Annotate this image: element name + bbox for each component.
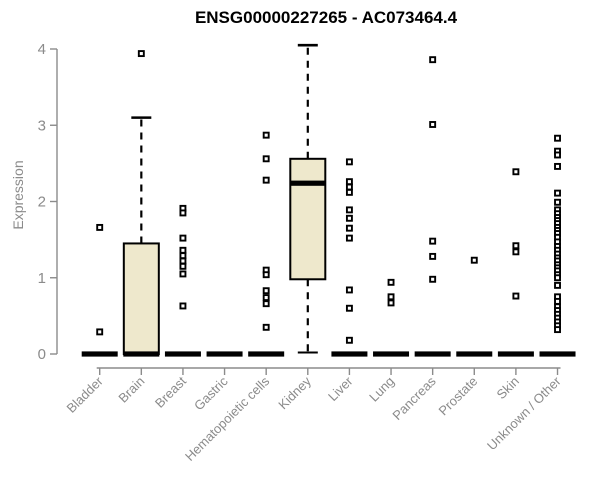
- outlier-point: [179, 302, 187, 310]
- median-bar: [289, 180, 326, 186]
- iqr-box: [122, 242, 160, 355]
- median-bar: [539, 351, 576, 357]
- x-tick-label: Brain: [115, 374, 147, 406]
- x-tick-label: Bladder: [64, 373, 107, 416]
- outlier-point: [345, 183, 353, 191]
- outlier-point: [554, 326, 561, 334]
- outlier-point: [179, 209, 187, 217]
- y-tick-label: 2: [38, 194, 46, 211]
- median-bar: [81, 351, 118, 357]
- outlier-point: [179, 257, 187, 265]
- boxplot-group-liver: [331, 158, 368, 357]
- boxplot-group-breast: [164, 204, 201, 357]
- median-bar: [123, 351, 160, 357]
- outlier-point: [387, 278, 395, 286]
- x-tick-label: Kidney: [275, 373, 314, 412]
- median-bar: [248, 351, 285, 357]
- outlier-point: [429, 275, 437, 283]
- x-tick-label: Prostate: [436, 374, 481, 419]
- boxplot-group-bladder: [81, 223, 118, 357]
- y-tick-label: 0: [38, 346, 46, 363]
- boxplot-group-unknown-other: [539, 134, 576, 357]
- y-tick-label: 4: [38, 41, 46, 58]
- outlier-point: [554, 281, 561, 289]
- outlier-point: [554, 189, 561, 197]
- outlier-point: [554, 162, 561, 170]
- outlier-point: [512, 248, 520, 256]
- outlier-point: [96, 223, 104, 231]
- outlier-point: [262, 155, 270, 163]
- outlier-point: [387, 293, 395, 301]
- x-tick-label: Skin: [494, 374, 522, 402]
- outlier-point: [429, 56, 437, 64]
- outlier-point: [554, 151, 561, 159]
- outlier-point: [179, 270, 187, 278]
- median-bar: [497, 351, 534, 357]
- outlier-point: [554, 198, 561, 206]
- outlier-point: [554, 274, 561, 282]
- outlier-point: [262, 287, 270, 295]
- y-tick-label: 1: [38, 270, 46, 287]
- x-tick-label: Gastric: [191, 373, 231, 413]
- outlier-point: [387, 299, 395, 307]
- outlier-point: [262, 294, 270, 302]
- outlier-point: [512, 242, 520, 250]
- boxplot-group-pancreas: [414, 56, 451, 357]
- outlier-point: [262, 271, 270, 279]
- outlier-point: [179, 246, 187, 254]
- outlier-point: [429, 121, 437, 128]
- outlier-point: [345, 178, 353, 186]
- outlier-point: [429, 252, 437, 260]
- outlier-point: [179, 234, 187, 242]
- outlier-point: [554, 297, 561, 305]
- outlier-point: [554, 134, 561, 142]
- boxplot-group-hematopoietic-cells: [248, 131, 285, 357]
- outlier-point: [345, 234, 353, 242]
- outlier-point: [345, 158, 353, 166]
- median-bar: [373, 351, 410, 357]
- outlier-point: [345, 214, 353, 222]
- boxplot-group-kidney: [289, 43, 327, 354]
- outlier-point: [262, 323, 270, 331]
- outlier-point: [137, 50, 145, 58]
- median-bar: [164, 351, 201, 357]
- outlier-point: [512, 292, 520, 300]
- outlier-point: [470, 256, 478, 264]
- chart-title: ENSG00000227265 - AC073464.4: [194, 8, 458, 27]
- outlier-point: [96, 328, 104, 336]
- outlier-point: [345, 304, 353, 312]
- outlier-point: [429, 237, 437, 245]
- x-tick-label: Pancreas: [389, 373, 439, 423]
- boxplot-group-brain: [122, 50, 160, 357]
- boxplot-group-lung: [373, 278, 410, 357]
- median-bar: [456, 351, 493, 357]
- boxplot-group-skin: [497, 168, 534, 357]
- x-tick-label: Unknown / Other: [484, 373, 564, 453]
- x-tick-label: Lung: [366, 374, 397, 405]
- outlier-point: [345, 286, 353, 294]
- iqr-box: [289, 157, 327, 281]
- outlier-point: [345, 336, 353, 344]
- median-bar: [414, 351, 451, 357]
- boxplot-group-prostate: [456, 256, 493, 357]
- median-bar: [331, 351, 368, 357]
- outlier-point: [179, 252, 187, 260]
- outlier-point: [262, 300, 270, 308]
- boxplot-group-gastric: [206, 351, 243, 357]
- outlier-point: [345, 206, 353, 214]
- outlier-point: [179, 262, 187, 270]
- outlier-point: [262, 176, 270, 184]
- outlier-point: [345, 188, 353, 196]
- x-tick-label: Liver: [325, 373, 356, 404]
- x-tick-label: Breast: [152, 373, 189, 410]
- y-tick-label: 3: [38, 117, 46, 134]
- median-bar: [206, 351, 243, 357]
- outlier-point: [512, 168, 520, 176]
- outlier-point: [345, 224, 353, 232]
- outlier-point: [262, 131, 270, 139]
